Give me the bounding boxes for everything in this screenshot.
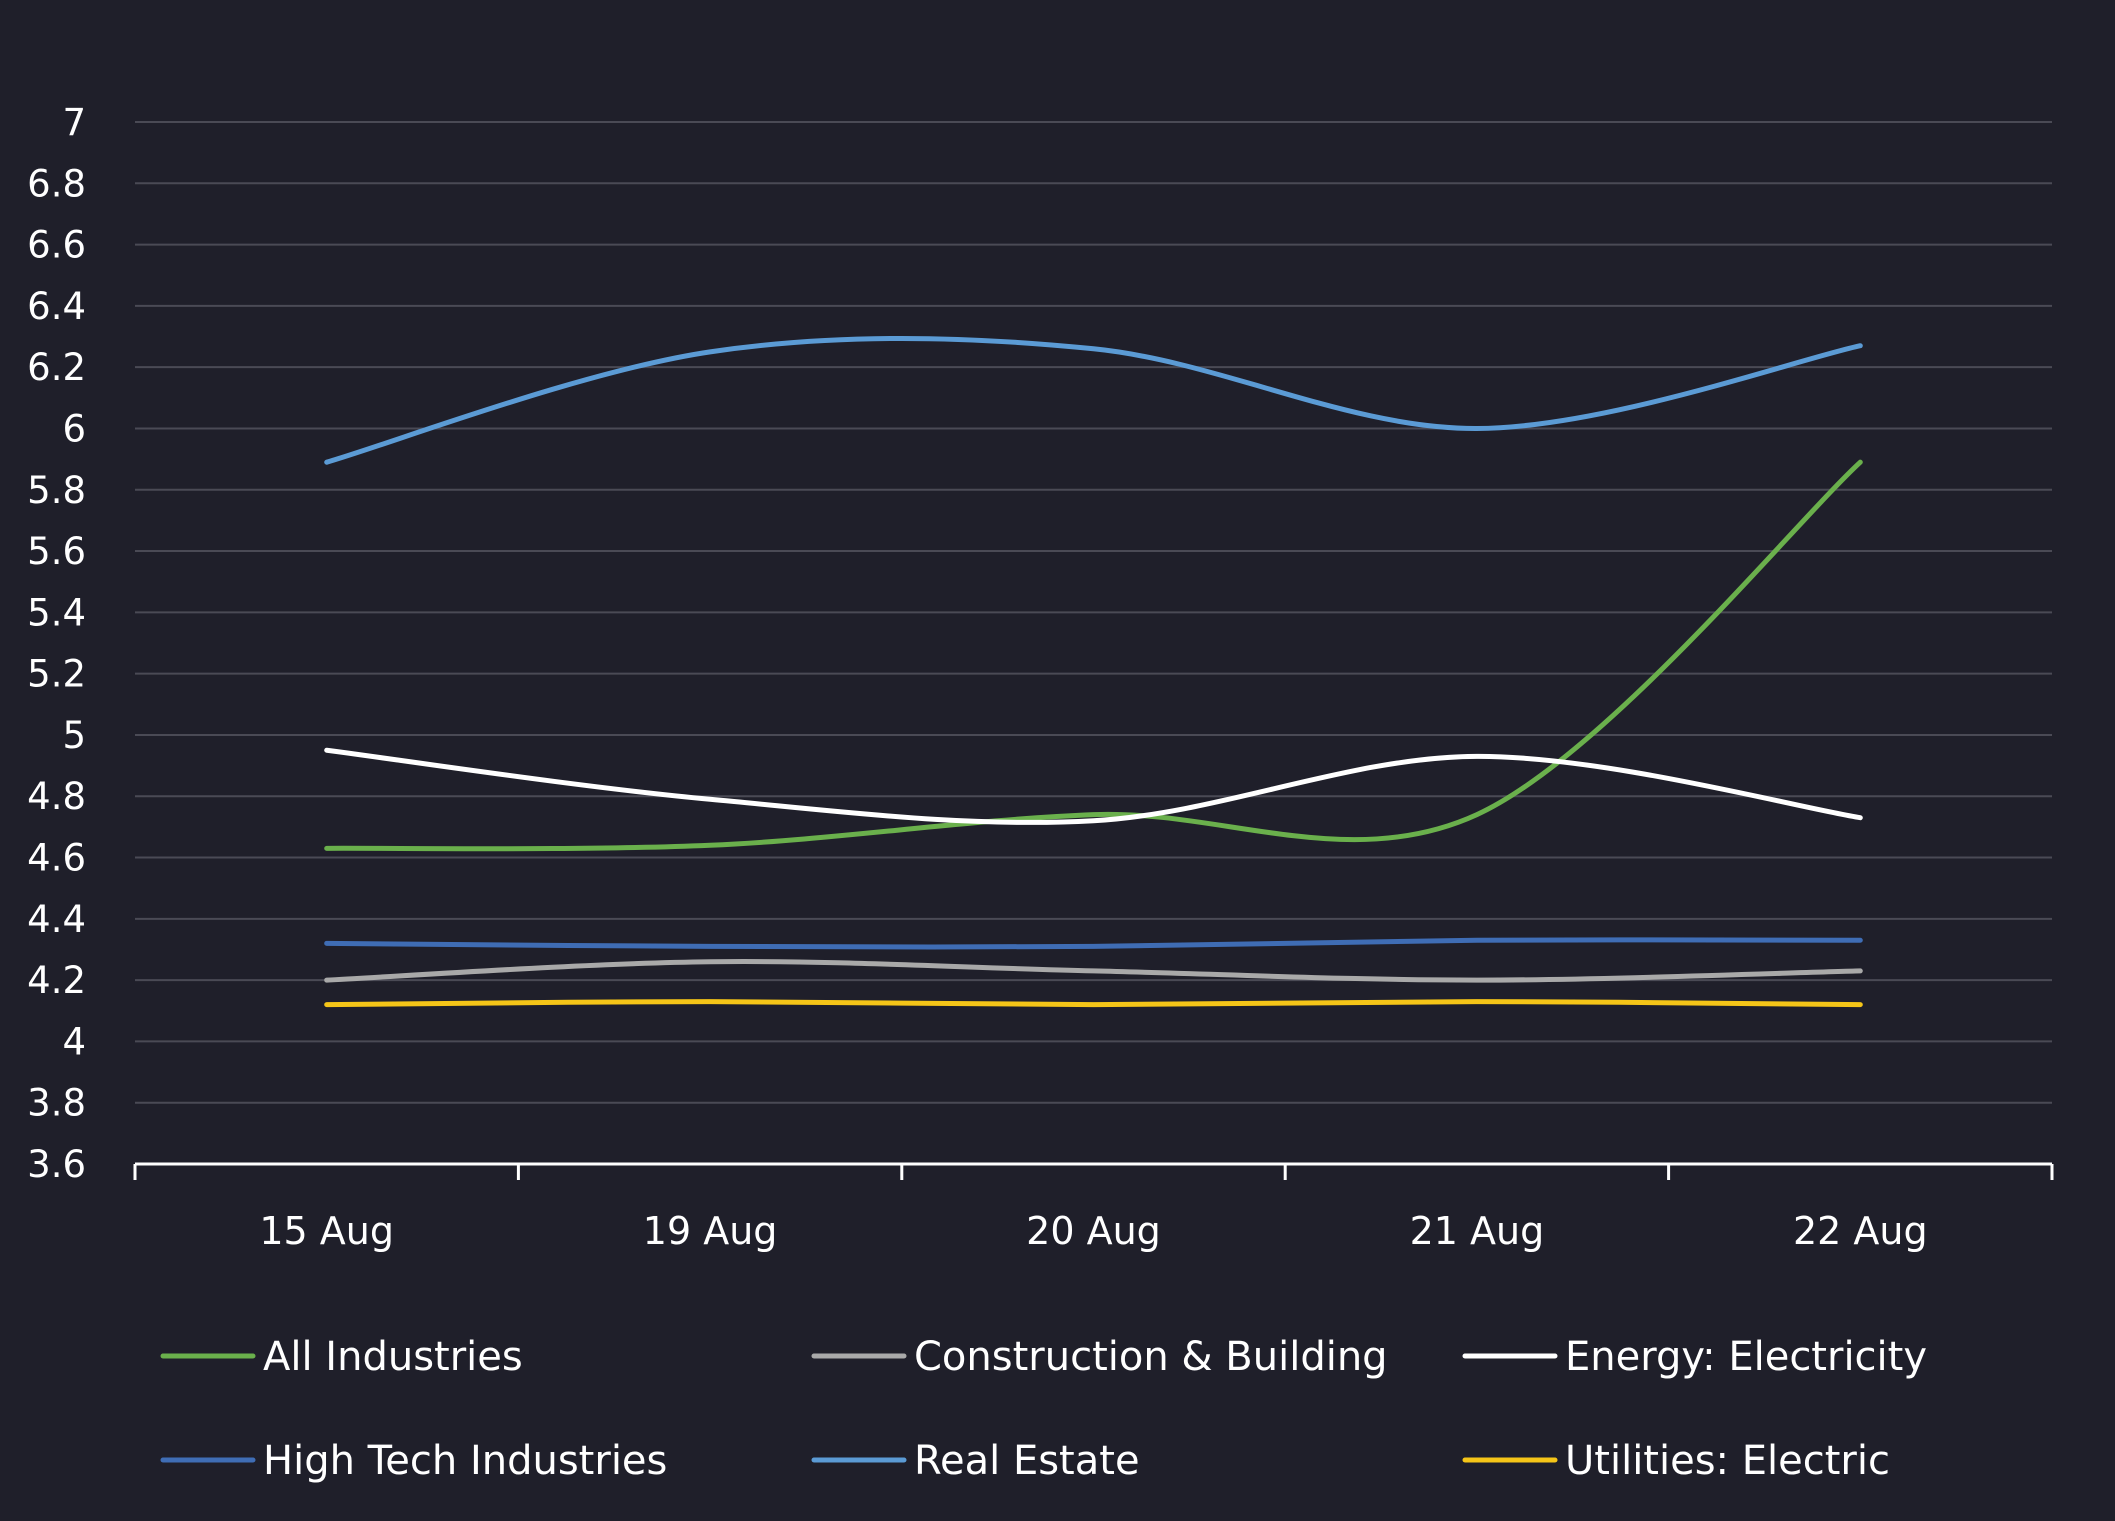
y-tick-label: 5.8 xyxy=(27,469,86,512)
series-line-energy-electricity xyxy=(324,747,1863,825)
y-axis-tick-labels: 3.6 3.8 4 4.2 4.4 4.6 4.8 5 5.2 5.4 5.6 5.8 6 6.2 6.4 6… xyxy=(27,101,86,1186)
y-tick-label: 3.6 xyxy=(27,1143,86,1186)
y-tick-label: 4.4 xyxy=(27,898,86,941)
legend-item-all-industries: All Industries xyxy=(160,1334,523,1380)
y-tick-label: 7 xyxy=(62,101,86,144)
legend-item-utilities-electric: Utilities: Electric xyxy=(1462,1438,1890,1484)
series-line-high-tech-industries xyxy=(324,937,1863,950)
y-tick-label: 6.2 xyxy=(27,346,86,389)
y-tick-label: 6 xyxy=(62,407,86,450)
legend-item-high-tech-industries: High Tech Industries xyxy=(160,1438,667,1484)
y-tick-label: 3.8 xyxy=(27,1082,86,1125)
y-tick-label: 5.6 xyxy=(27,530,86,573)
legend-label: High Tech Industries xyxy=(263,1438,667,1484)
x-tick-label: 15 Aug xyxy=(259,1209,394,1253)
series-line-all-industries xyxy=(324,459,1863,852)
x-tick-label: 20 Aug xyxy=(1026,1209,1161,1253)
series-lines xyxy=(324,335,1863,1008)
legend-label: Construction & Building xyxy=(914,1334,1388,1380)
y-tick-label: 4.6 xyxy=(27,837,86,880)
legend-label: Energy: Electricity xyxy=(1565,1334,1927,1380)
y-tick-label: 4.2 xyxy=(27,959,86,1002)
y-tick-label: 6.8 xyxy=(27,162,86,205)
y-tick-label: 5.4 xyxy=(27,591,86,634)
legend-item-real-estate: Real Estate xyxy=(811,1438,1140,1484)
series-line-construction-building xyxy=(324,959,1863,983)
x-tick-label: 21 Aug xyxy=(1410,1209,1545,1253)
x-tick-label: 22 Aug xyxy=(1793,1209,1928,1253)
y-tick-label: 6.6 xyxy=(27,224,86,267)
legend-item-construction-building: Construction & Building xyxy=(811,1334,1388,1380)
legend-label: Utilities: Electric xyxy=(1565,1438,1890,1484)
legend-label: Real Estate xyxy=(914,1438,1140,1484)
y-tick-label: 6.4 xyxy=(27,285,86,328)
y-tick-label: 4 xyxy=(62,1020,86,1063)
legend: All Industries Construction & Building Ene… xyxy=(160,1334,1927,1484)
x-axis xyxy=(133,1162,2054,1180)
y-tick-label: 5.2 xyxy=(27,653,86,696)
legend-item-energy-electricity: Energy: Electricity xyxy=(1462,1334,1927,1380)
x-axis-tick-labels: 15 Aug 19 Aug 20 Aug 21 Aug 22 Aug xyxy=(259,1209,1927,1253)
legend-label: All Industries xyxy=(263,1334,523,1380)
y-tick-label: 5 xyxy=(62,714,86,757)
grid-lines xyxy=(135,121,2052,1104)
y-tick-label: 4.8 xyxy=(27,775,86,818)
series-line-utilities-electric xyxy=(324,999,1863,1008)
x-tick-label: 19 Aug xyxy=(643,1209,778,1253)
series-line-real-estate xyxy=(324,335,1863,465)
